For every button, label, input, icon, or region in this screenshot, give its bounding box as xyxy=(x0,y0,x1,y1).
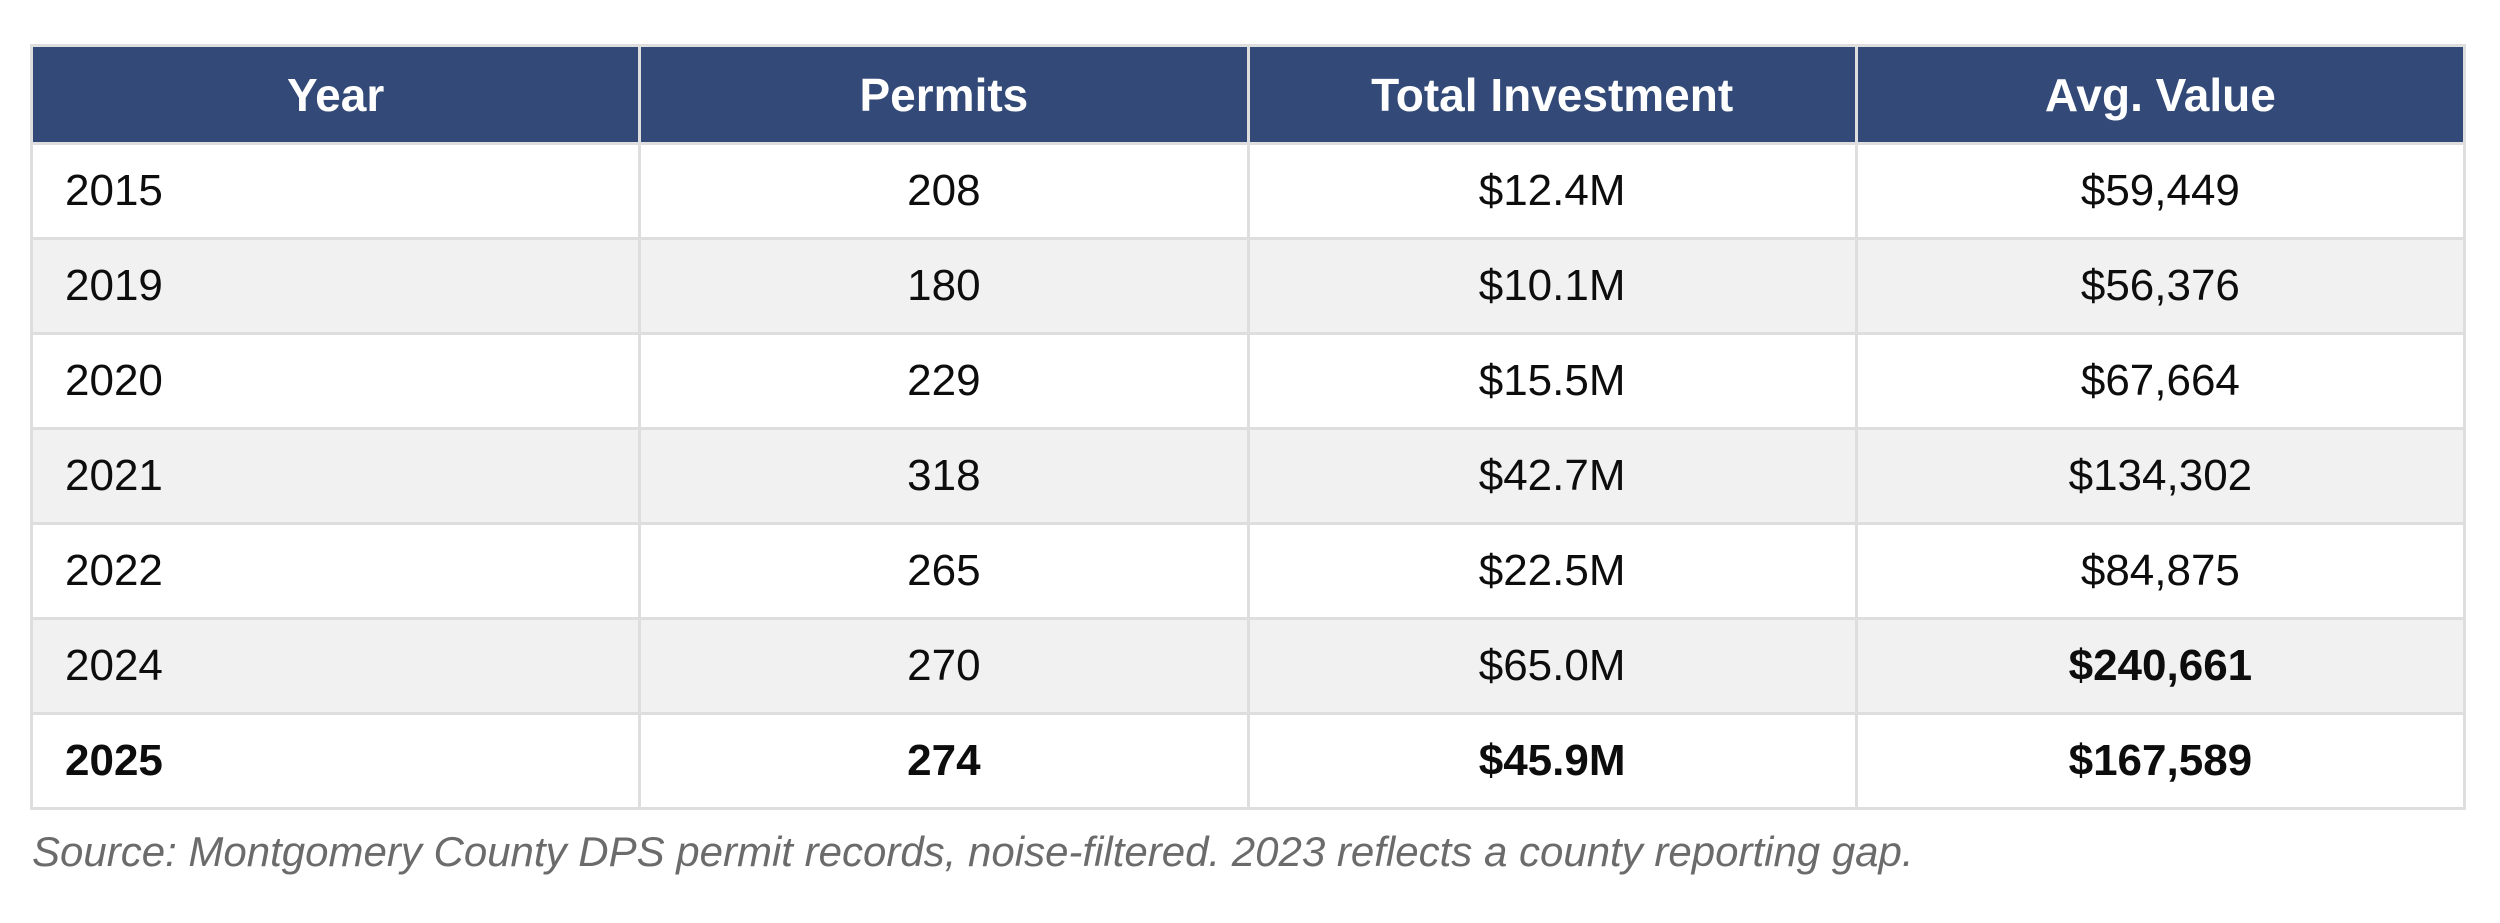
source-note: Source: Montgomery County DPS permit rec… xyxy=(32,828,1914,875)
permits-cell: 229 xyxy=(638,332,1250,430)
table-header: Year Permits Total Investment Avg. Value xyxy=(29,44,2467,145)
investment-cell: $10.1M xyxy=(1246,237,1858,335)
table-row: 2025 274 $45.9M $167,589 xyxy=(29,712,2467,810)
investment-cell: $42.7M xyxy=(1246,427,1858,525)
avg-value-cell: $84,875 xyxy=(1854,522,2467,620)
permits-cell: 180 xyxy=(638,237,1250,335)
year-cell: 2020 xyxy=(29,332,642,430)
column-header-year: Year xyxy=(29,44,642,145)
column-header-total-investment: Total Investment xyxy=(1246,44,1858,145)
table-row: 2020 229 $15.5M $67,664 xyxy=(29,332,2467,430)
avg-value-cell: $56,376 xyxy=(1854,237,2467,335)
year-cell: 2019 xyxy=(29,237,642,335)
avg-value-cell: $67,664 xyxy=(1854,332,2467,430)
year-cell: 2024 xyxy=(29,617,642,715)
header-row: Year Permits Total Investment Avg. Value xyxy=(29,44,2467,145)
year-cell: 2021 xyxy=(29,427,642,525)
investment-cell: $15.5M xyxy=(1246,332,1858,430)
permits-table: Year Permits Total Investment Avg. Value… xyxy=(29,44,2467,810)
permits-cell: 274 xyxy=(638,712,1250,810)
table-body: 2015 208 $12.4M $59,449 2019 180 $10.1M … xyxy=(29,142,2467,810)
investment-cell: $12.4M xyxy=(1246,142,1858,240)
avg-value-cell: $167,589 xyxy=(1854,712,2467,810)
year-cell: 2015 xyxy=(29,142,642,240)
avg-value-cell: $59,449 xyxy=(1854,142,2467,240)
table-row: 2024 270 $65.0M $240,661 xyxy=(29,617,2467,715)
table-row: 2021 318 $42.7M $134,302 xyxy=(29,427,2467,525)
column-header-avg-value: Avg. Value xyxy=(1854,44,2467,145)
avg-value-cell: $134,302 xyxy=(1854,427,2467,525)
permits-cell: 265 xyxy=(638,522,1250,620)
permits-cell: 208 xyxy=(638,142,1250,240)
year-cell: 2022 xyxy=(29,522,642,620)
year-cell: 2025 xyxy=(29,712,642,810)
investment-cell: $45.9M xyxy=(1246,712,1858,810)
table-row: 2022 265 $22.5M $84,875 xyxy=(29,522,2467,620)
table-row: 2019 180 $10.1M $56,376 xyxy=(29,237,2467,335)
table-row: 2015 208 $12.4M $59,449 xyxy=(29,142,2467,240)
column-header-permits: Permits xyxy=(638,44,1250,145)
investment-cell: $22.5M xyxy=(1246,522,1858,620)
permits-cell: 318 xyxy=(638,427,1250,525)
investment-cell: $65.0M xyxy=(1246,617,1858,715)
permits-cell: 270 xyxy=(638,617,1250,715)
avg-value-cell: $240,661 xyxy=(1854,617,2467,715)
